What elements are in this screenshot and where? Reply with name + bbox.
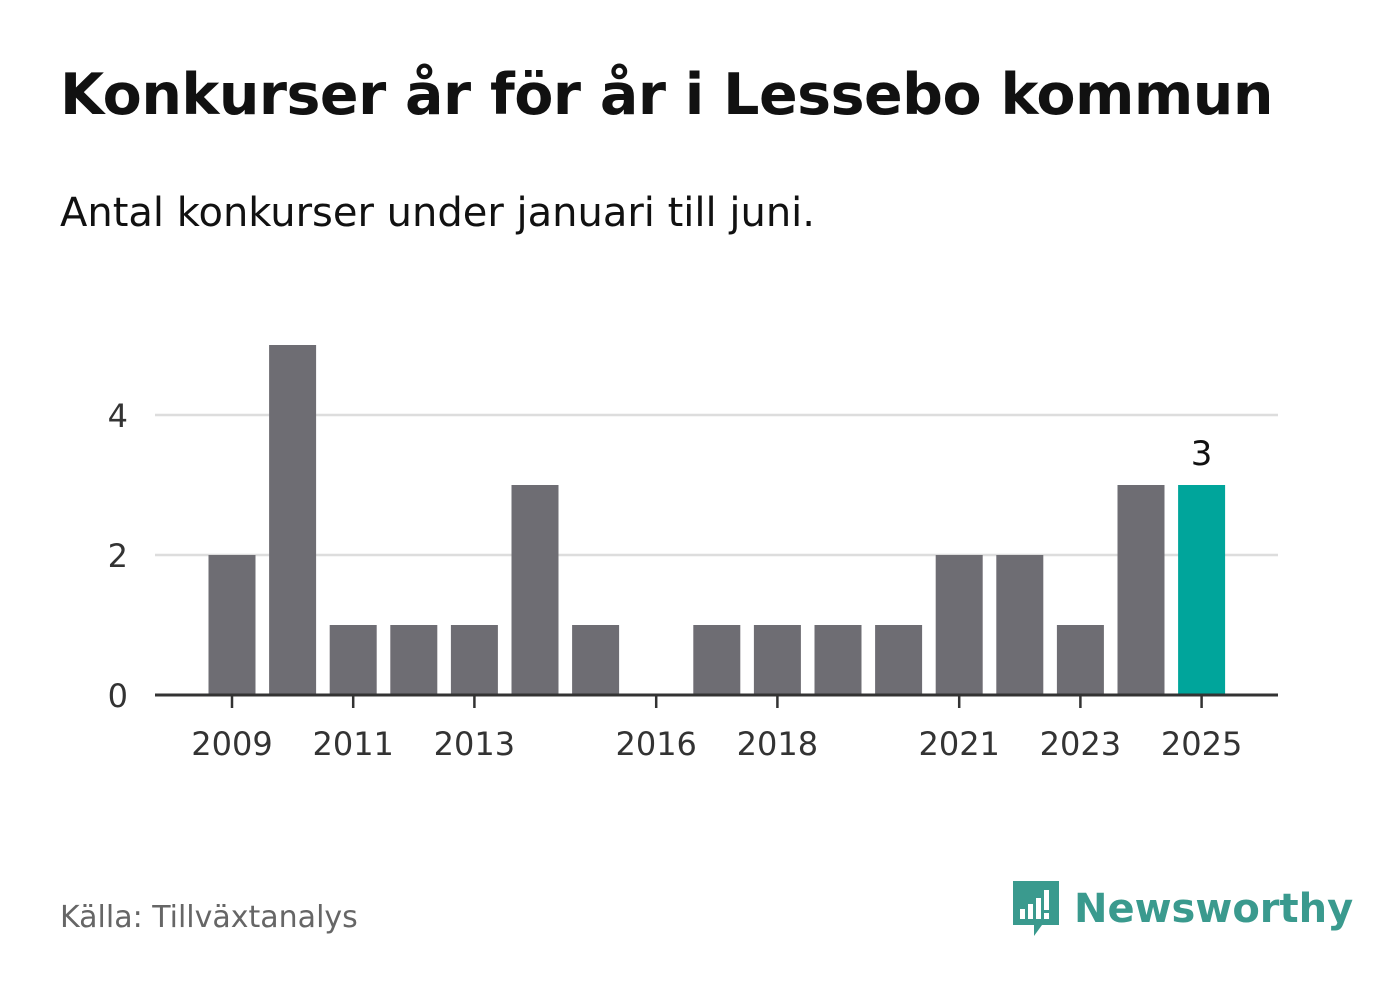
x-tick-label: 2018 [737, 725, 818, 763]
x-axis-labels: 2009 2011 2013 2016 2018 2021 2023 2025 [191, 725, 1242, 763]
brand-logo: Newsworthy [1010, 878, 1353, 940]
x-tick-label: 2021 [918, 725, 999, 763]
page-title: Konkurser år för år i Lessebo kommun [60, 62, 1273, 128]
y-tick-label: 0 [108, 677, 128, 715]
data-label-2025: 3 [1191, 434, 1213, 474]
data-labels: 3 [1191, 434, 1213, 474]
x-tick-label: 2009 [191, 725, 272, 763]
bar-2022 [996, 555, 1044, 695]
bars [208, 345, 1226, 695]
x-tick-label: 2011 [312, 725, 393, 763]
bar-2012 [390, 625, 438, 695]
source-note: Källa: Tillväxtanalys [60, 900, 358, 935]
x-axis [155, 693, 1278, 708]
y-axis-labels: 0 2 4 [108, 397, 128, 715]
bar-2024 [1117, 485, 1165, 695]
bar-2025 [1178, 485, 1226, 695]
x-tick-label: 2013 [434, 725, 515, 763]
bar-chart: 0 2 4 2009 2011 2013 2016 2018 2021 2023 2025 3 [108, 345, 1278, 763]
x-tick-label: 2016 [615, 725, 696, 763]
bar-2020 [875, 625, 923, 695]
bar-2010 [269, 345, 317, 695]
x-tick-label: 2023 [1040, 725, 1121, 763]
bar-2018 [753, 625, 801, 695]
newsworthy-logo-icon [1013, 881, 1059, 936]
bar-2019 [814, 625, 862, 695]
bar-2013 [450, 625, 498, 695]
y-tick-label: 4 [108, 397, 128, 435]
page-subtitle: Antal konkurser under januari till juni. [60, 190, 815, 236]
bar-2021 [935, 555, 983, 695]
brand-name: Newsworthy [1074, 886, 1354, 932]
x-tick-label: 2025 [1161, 725, 1242, 763]
bar-2017 [693, 625, 741, 695]
bar-2023 [1056, 625, 1104, 695]
bar-2011 [329, 625, 377, 695]
y-tick-label: 2 [108, 537, 128, 575]
bar-2014 [511, 485, 559, 695]
gridlines [155, 413, 1278, 557]
bar-2015 [572, 625, 620, 695]
bar-2009 [208, 555, 256, 695]
